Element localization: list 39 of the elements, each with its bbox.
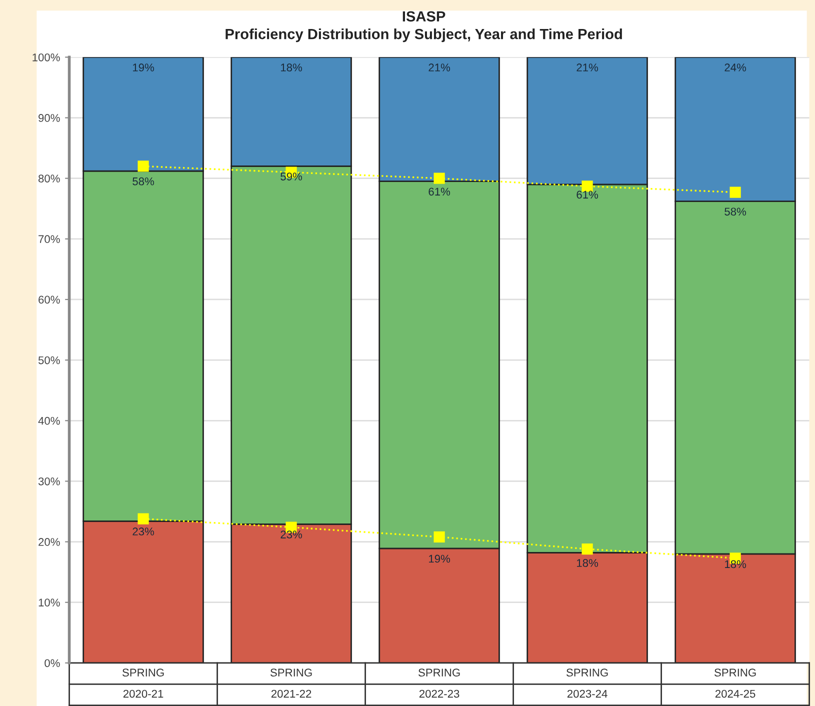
point — [434, 531, 445, 542]
point — [434, 172, 445, 184]
category-label: SPRING 2023-24 — [566, 668, 608, 698]
y-tick-label: 40% — [38, 416, 60, 425]
data-label: 24% — [724, 64, 746, 72]
data-label: 61% — [428, 188, 450, 196]
data-label: 19% — [429, 554, 450, 563]
data-label: 23% — [132, 528, 154, 536]
data-label: 23% — [280, 530, 302, 538]
y-tick-label: 80% — [38, 174, 60, 182]
data-label: 18% — [281, 64, 302, 72]
y-tick-label: 20% — [38, 538, 60, 546]
y-tick-label: 60% — [38, 296, 60, 304]
point — [138, 160, 149, 172]
data-label: 19% — [133, 64, 154, 72]
point — [582, 543, 593, 555]
data-label: 58% — [132, 177, 154, 186]
data-label: 18% — [725, 560, 746, 568]
y-tick-label: 70% — [38, 235, 60, 244]
y-tick-label: 30% — [38, 477, 60, 486]
y-tick-label: 10% — [38, 598, 60, 606]
category-label: SPRING 2021-22 — [270, 668, 312, 698]
y-tick-label: 90% — [38, 114, 60, 122]
data-label: 61% — [576, 190, 598, 199]
category-label: SPRING 2022-23 — [418, 668, 460, 698]
y-tick-label: 0% — [44, 659, 60, 668]
data-label: 58% — [724, 208, 746, 216]
chart-subtitle: Proficiency Distribution by Subject, Year and Time Period — [226, 28, 622, 42]
y-tick-label: 50% — [38, 356, 60, 364]
data-label: 21% — [428, 64, 450, 72]
category-label: SPRING 2024-25 — [714, 668, 756, 698]
data-label: 18% — [577, 559, 598, 567]
category-label: SPRING 2020-21 — [122, 668, 164, 698]
data-label: 21% — [576, 64, 598, 72]
chart-title: ISASP — [402, 11, 446, 22]
point — [138, 513, 149, 524]
data-label: 59% — [280, 172, 302, 180]
y-tick-label: 100% — [32, 53, 60, 62]
point — [730, 186, 741, 198]
